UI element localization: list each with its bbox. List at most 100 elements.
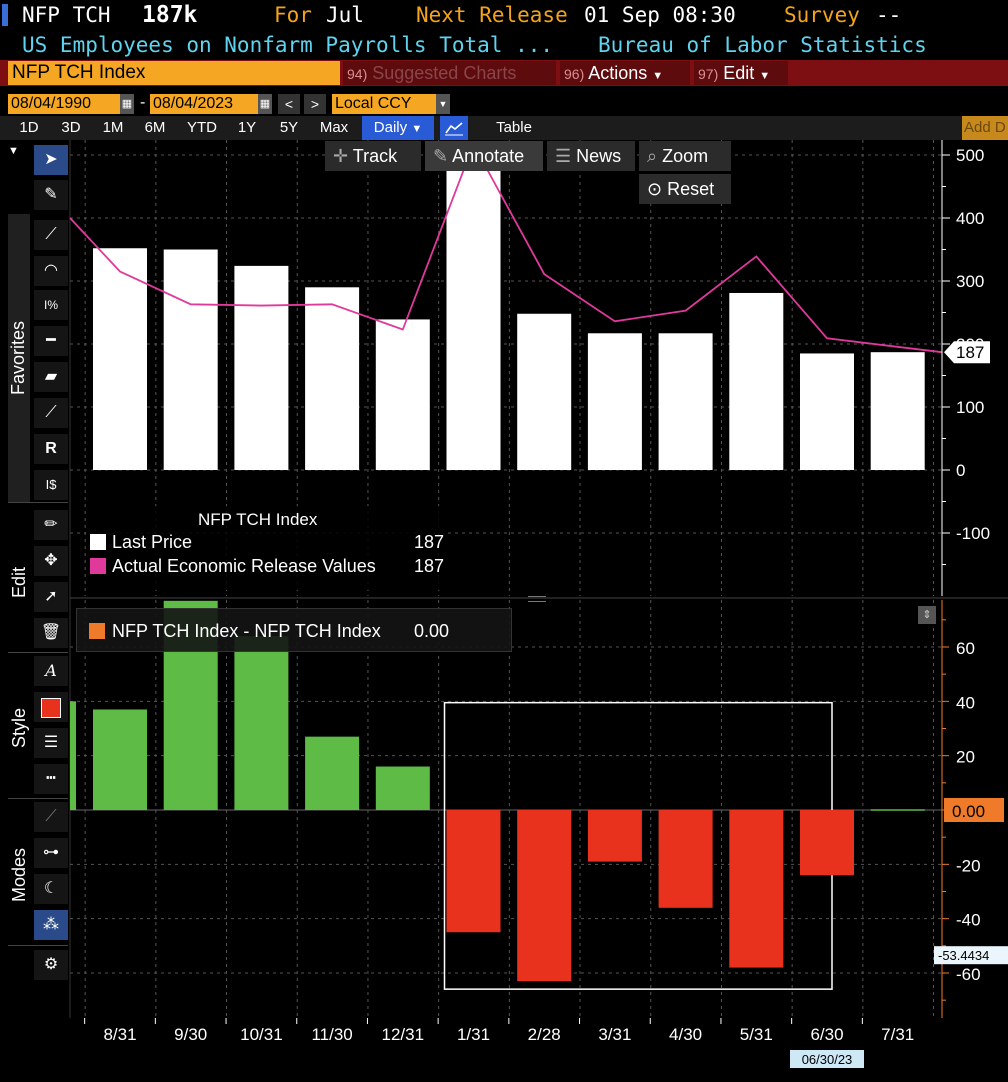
trash-icon[interactable]: 🗑: [34, 618, 68, 648]
legend-series-1: Last Price: [112, 532, 193, 552]
divider: [8, 502, 68, 503]
price-bar: [234, 265, 289, 470]
end-date-field[interactable]: 08/04/2023: [150, 94, 258, 114]
description-bar: US Employees on Nonfarm Payrolls Total .…: [0, 32, 1008, 60]
draw-line-icon[interactable]: ✎: [34, 180, 68, 210]
tab-max[interactable]: Max: [319, 119, 349, 136]
price-bar: [729, 292, 784, 470]
current-value-text: 0.00: [952, 802, 985, 821]
price-bar: [587, 333, 642, 470]
track-button[interactable]: ✛ Track: [325, 141, 421, 171]
annotate-button[interactable]: ✎ Annotate: [425, 141, 543, 171]
prev-arrow-icon[interactable]: <: [278, 94, 300, 114]
tab-6m[interactable]: 6M: [144, 119, 166, 136]
security-field[interactable]: NFP TCH Index: [8, 61, 340, 85]
panel-resize-icon[interactable]: ⇕: [918, 606, 936, 624]
caret-down-icon: ▼: [652, 70, 664, 82]
reset-icon: ⊙: [647, 179, 663, 199]
tab-1y[interactable]: 1Y: [237, 119, 257, 136]
x-tick-label: 12/31: [382, 1025, 425, 1044]
splitter-handle[interactable]: [528, 596, 546, 602]
tab-5y[interactable]: 5Y: [279, 119, 299, 136]
add-data-button[interactable]: Add D: [962, 116, 1008, 140]
currency-select[interactable]: Local CCY: [332, 94, 436, 114]
caret-down-icon: ▼: [759, 70, 771, 82]
gear-icon[interactable]: ⚙: [34, 950, 68, 980]
cursor-date-flag: [790, 1050, 864, 1068]
top-y-tick-label: 400: [956, 209, 984, 228]
calendar-icon[interactable]: ▦: [120, 94, 134, 114]
frequency-label: Daily: [373, 119, 408, 136]
last-value-text: 187: [956, 343, 984, 362]
line-style-icon[interactable]: ┅: [34, 764, 68, 794]
snap-mode-icon[interactable]: ⊶: [34, 838, 68, 868]
bottom-y-tick-label: -60: [956, 965, 981, 984]
zoom-label: Zoom: [662, 146, 709, 166]
price-tool-icon[interactable]: I$: [34, 470, 68, 500]
favorites-group: [8, 214, 30, 502]
actions-menu[interactable]: 96) Actions ▼: [560, 61, 690, 85]
calendar-icon[interactable]: ▦: [258, 94, 272, 114]
survey-label: Survey: [784, 3, 860, 27]
bottom-y-tick-label: -20: [956, 856, 981, 875]
table-button[interactable]: Table: [496, 119, 532, 136]
current-value-flag: [944, 798, 1004, 822]
x-tick-label: 6/30: [810, 1025, 843, 1044]
cursor-icon[interactable]: ➤: [34, 145, 68, 175]
price-bar: [658, 333, 713, 470]
next-arrow-icon[interactable]: >: [304, 94, 326, 114]
period-tabs: [0, 116, 1008, 140]
trendline-icon[interactable]: ⟋: [34, 220, 68, 250]
line-chart-icon[interactable]: [440, 116, 468, 140]
last-value-flag: [944, 341, 990, 364]
pencil-icon[interactable]: ✏: [34, 510, 68, 540]
bottom-y-tick-label: 20: [956, 748, 975, 767]
channel-icon[interactable]: ▰: [34, 362, 68, 392]
legend-series-2: Actual Economic Release Values: [112, 556, 376, 576]
suggested-charts-button[interactable]: 94) Suggested Charts: [343, 61, 556, 85]
tab-1d[interactable]: 1D: [19, 119, 39, 136]
news-label: News: [576, 146, 622, 166]
legend-value-1: 187: [414, 532, 445, 552]
next-release-label: Next Release: [416, 3, 568, 27]
x-tick-label: 1/31: [457, 1025, 490, 1044]
divider: [8, 798, 68, 799]
select-add-icon[interactable]: ➚: [34, 582, 68, 612]
segment-icon[interactable]: ⟋: [34, 398, 68, 428]
move-icon[interactable]: ✥: [34, 546, 68, 576]
legend-swatch-orange: [89, 623, 105, 639]
pen-icon: ✎: [433, 146, 449, 166]
news-icon: ☰: [555, 146, 572, 166]
news-button[interactable]: ☰ News: [547, 141, 635, 171]
magnet-icon[interactable]: ☾: [34, 874, 68, 904]
x-tick-label: 11/30: [311, 1025, 352, 1044]
r-tool-icon[interactable]: R: [34, 434, 68, 464]
color-picker-icon[interactable]: [34, 692, 68, 722]
tab-ytd[interactable]: YTD: [187, 119, 217, 136]
security-description: US Employees on Nonfarm Payrolls Total .…: [22, 33, 554, 57]
tab-3d[interactable]: 3D: [61, 119, 81, 136]
price-bar: [305, 287, 360, 470]
multi-color-icon[interactable]: ⁂: [34, 910, 68, 940]
ticker-label: NFP TCH: [22, 3, 111, 27]
tab-1m[interactable]: 1M: [102, 119, 124, 136]
percent-tool-icon[interactable]: I%: [34, 290, 68, 320]
text-style-icon[interactable]: A: [34, 656, 68, 686]
horizontal-line-icon[interactable]: ━: [34, 326, 68, 356]
line-weight-icon[interactable]: ☰: [34, 728, 68, 758]
cursor-value-text: -53.4434: [938, 948, 989, 963]
caret-down-icon[interactable]: ▼: [436, 94, 450, 114]
collapse-icon[interactable]: ▼: [8, 145, 19, 157]
frequency-select[interactable]: Daily ▼: [362, 116, 434, 140]
header-bar: NFP TCH 187k For Jul Next Release 01 Sep…: [0, 0, 1008, 32]
legend-value-diff: 0.00: [414, 621, 450, 641]
source-label: Bureau of Labor Statistics: [598, 33, 927, 57]
zoom-button[interactable]: ⌕ Zoom: [639, 141, 731, 171]
start-date-field[interactable]: 08/04/1990: [8, 94, 120, 114]
edit-menu[interactable]: 97) Edit ▼: [694, 61, 788, 85]
x-tick-label: 8/31: [103, 1025, 136, 1044]
reset-button[interactable]: ⊙ Reset: [639, 174, 731, 204]
edit-label: Edit: [723, 63, 755, 83]
arc-icon[interactable]: ◠: [34, 256, 68, 286]
